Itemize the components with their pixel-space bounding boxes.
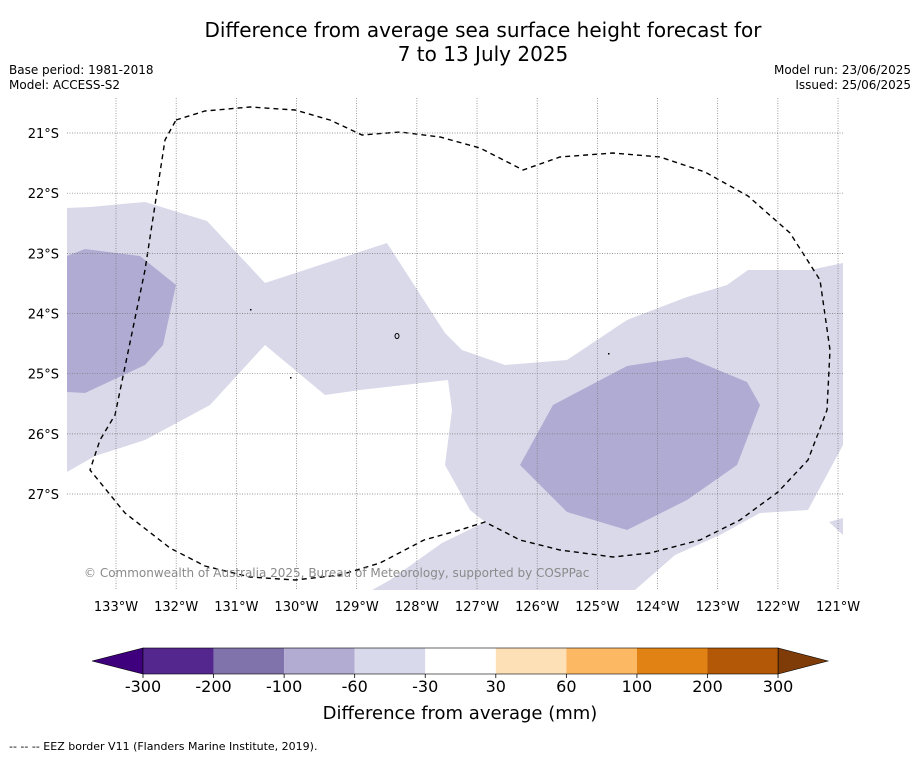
lat-label: 26°S xyxy=(28,428,59,443)
anomaly-region-edge-light xyxy=(829,518,843,535)
colorbar-tick-label: -30 xyxy=(412,677,438,696)
lon-label: 122°W xyxy=(756,600,800,615)
info-right: Model run: 23/06/2025 Issued: 25/06/2025 xyxy=(774,63,911,93)
lat-label: 27°S xyxy=(28,488,59,503)
colorbar-segment xyxy=(425,648,496,674)
lon-label: 126°W xyxy=(515,600,559,615)
colorbar-segment xyxy=(143,648,214,674)
colorbar-tick-label: 60 xyxy=(556,677,576,696)
lon-label: 130°W xyxy=(274,600,318,615)
lon-label: 132°W xyxy=(154,600,198,615)
colorbar-tick-labels: -300 -200 -100 -60 -30 30 60 100 200 300 xyxy=(125,677,793,696)
eez-legend-footnote: -- -- -- EEZ border V11 (Flanders Marine… xyxy=(9,740,318,753)
eez-border xyxy=(89,106,831,581)
island-marker xyxy=(250,309,252,311)
copyright-text: © Commonwealth of Australia 2025, Bureau… xyxy=(84,566,589,580)
colorbar-extension-low xyxy=(91,647,144,675)
title-line-1: Difference from average sea surface heig… xyxy=(204,18,762,42)
island-marker xyxy=(394,333,400,339)
lon-label: 125°W xyxy=(575,600,619,615)
colorbar-segment xyxy=(354,648,426,674)
lon-label: 124°W xyxy=(635,600,679,615)
graticule xyxy=(67,98,843,590)
colorbar-label: Difference from average (mm) xyxy=(323,703,598,724)
model-run: Model run: 23/06/2025 xyxy=(773,63,911,77)
colorbar-tick-label: -60 xyxy=(342,677,368,696)
anomaly-layer xyxy=(67,106,843,590)
model-name: Model: ACCESS-S2 xyxy=(9,78,121,92)
colorbar-outline xyxy=(142,647,779,675)
lon-label: 123°W xyxy=(696,600,740,615)
colorbar-tick-label: -200 xyxy=(195,677,231,696)
anomaly-region-west-mid xyxy=(67,249,176,393)
colorbar-segment xyxy=(636,648,708,674)
colorbar-segment xyxy=(707,648,779,674)
latitude-labels: 21°S 22°S 23°S 24°S 25°S 26°S 27°S xyxy=(28,127,59,503)
lon-label: 129°W xyxy=(335,600,379,615)
lon-label: 127°W xyxy=(455,600,499,615)
lat-label: 24°S xyxy=(28,308,59,323)
colorbar xyxy=(91,647,830,678)
colorbar-segment xyxy=(566,648,637,674)
colorbar-tick-label: 300 xyxy=(763,677,794,696)
colorbar-segment xyxy=(213,648,285,674)
anomaly-region-east-mid xyxy=(520,357,760,530)
lon-label: 128°W xyxy=(395,600,439,615)
title-line-2: 7 to 13 July 2025 xyxy=(397,42,569,66)
colorbar-extension-high xyxy=(777,647,830,675)
colorbar-tick-label: -100 xyxy=(266,677,302,696)
base-period: Base period: 1981-2018 xyxy=(9,63,154,77)
colorbar-tick-label: 200 xyxy=(692,677,723,696)
colorbar-segment xyxy=(284,648,355,674)
lat-label: 21°S xyxy=(28,127,59,142)
lon-label: 131°W xyxy=(214,600,258,615)
issued-date: Issued: 25/06/2025 xyxy=(795,78,911,92)
colorbar-tick-label: -300 xyxy=(125,677,161,696)
colorbar-tick-label: 100 xyxy=(622,677,653,696)
longitude-labels: 133°W 132°W 131°W 130°W 129°W 128°W 127°W 126°W… xyxy=(94,600,860,615)
lat-label: 23°S xyxy=(28,247,59,262)
island-marker xyxy=(608,353,610,355)
info-left: Base period: 1981-2018 Model: ACCESS-S2 xyxy=(9,63,154,93)
island-marker xyxy=(290,377,292,379)
lat-label: 25°S xyxy=(28,368,59,383)
colorbar-segment xyxy=(495,648,567,674)
lon-label: 133°W xyxy=(94,600,138,615)
map-title: Difference from average sea surface heig… xyxy=(0,18,919,66)
colorbar-tick-label: 30 xyxy=(486,677,506,696)
lon-label: 121°W xyxy=(816,600,860,615)
lat-label: 22°S xyxy=(28,187,59,202)
